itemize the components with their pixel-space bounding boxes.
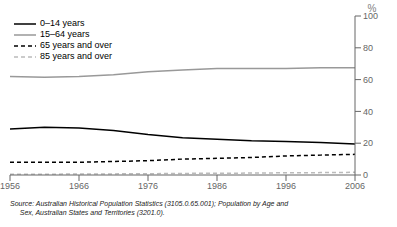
svg-text:1996: 1996 — [276, 181, 296, 191]
html-text:15–64 years: 15–64 years — [40, 29, 90, 39]
svg-text:%: % — [368, 3, 377, 14]
svg-text:1976: 1976 — [138, 181, 158, 191]
svg-text:1986: 1986 — [207, 181, 227, 191]
html-text:85 years and over: 85 years and over — [40, 51, 112, 61]
svg-text:1956: 1956 — [8, 181, 20, 191]
svg-text:40: 40 — [363, 107, 373, 117]
html-text:65 years and over: 65 years and over — [40, 40, 112, 50]
svg-text:100: 100 — [363, 11, 378, 22]
svg-text:80: 80 — [363, 43, 373, 53]
html-text:Sex, Australian States and Ter: Sex, Australian States and Territories (… — [10, 209, 165, 216]
svg-text:60: 60 — [363, 75, 373, 85]
svg-text:2006: 2006 — [345, 181, 365, 191]
html-text:Source: Australian Historical: Source: Australian Historical Population… — [10, 200, 289, 207]
svg-text:1966: 1966 — [69, 181, 89, 191]
svg-text:0: 0 — [363, 170, 368, 180]
html-text:0–14 years: 0–14 years — [40, 18, 85, 28]
svg-text:20: 20 — [363, 138, 373, 148]
